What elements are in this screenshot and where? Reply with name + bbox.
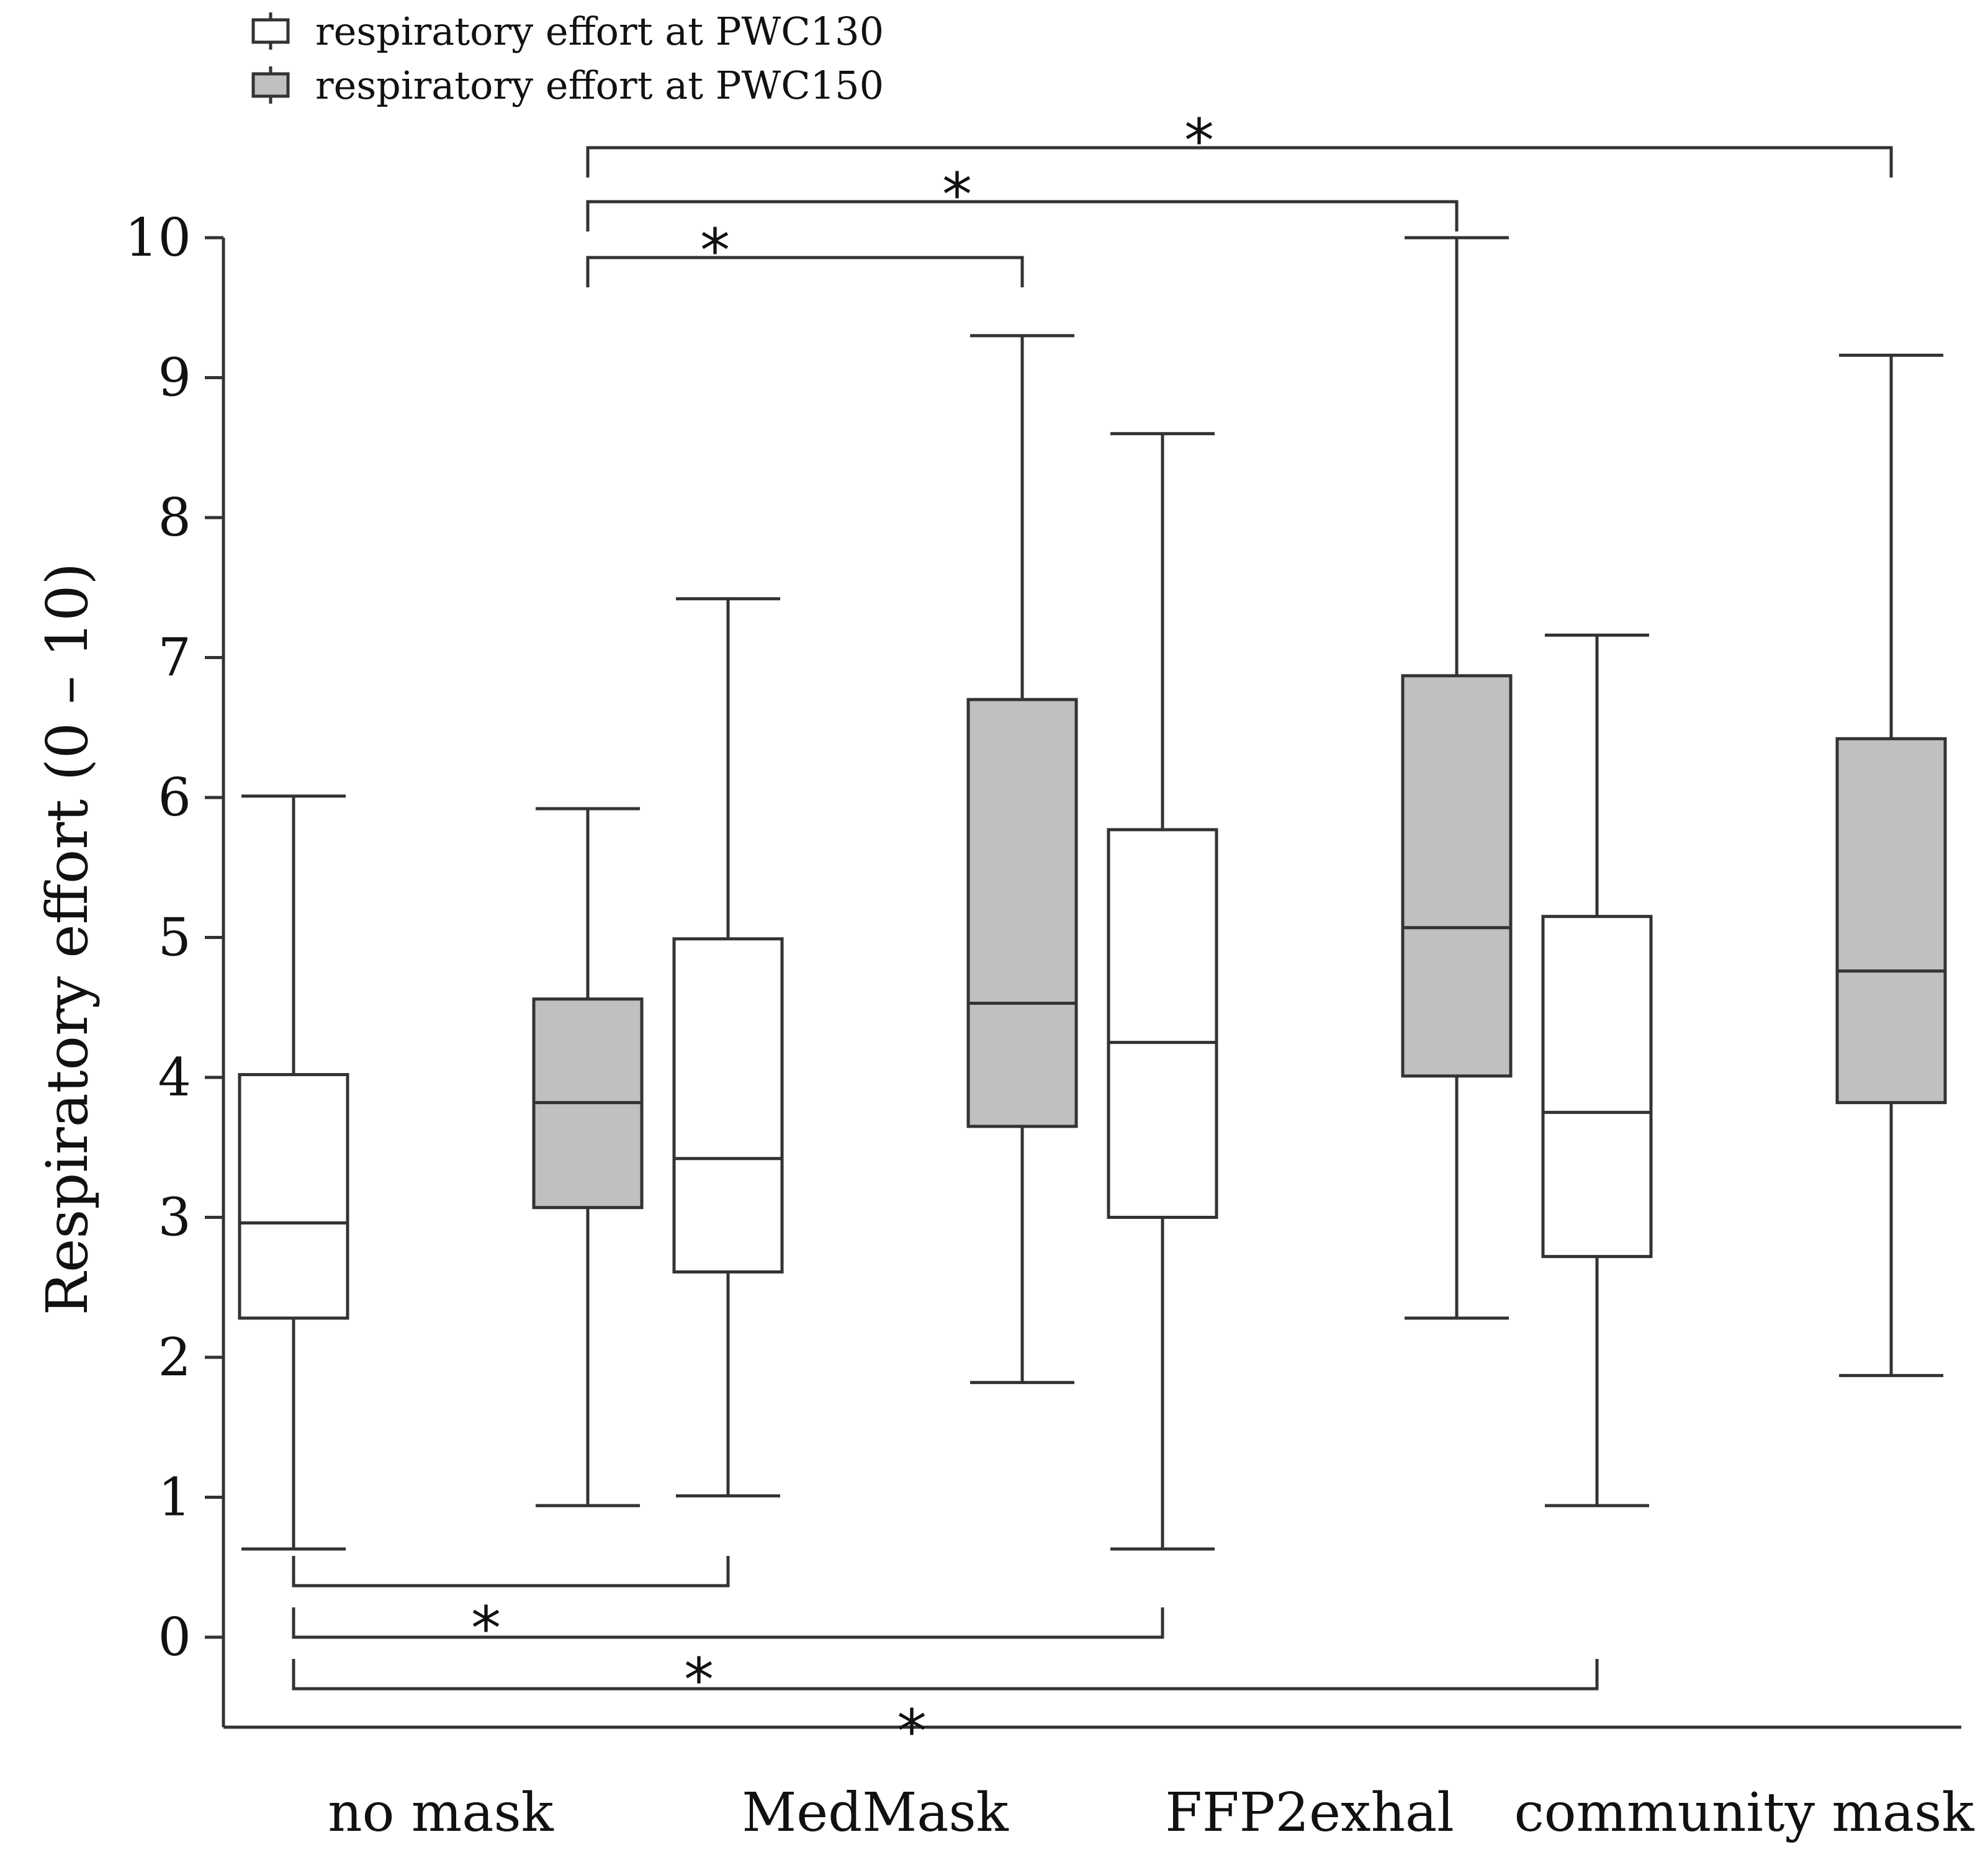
box-ffp2exhal-pwc130: [1107, 432, 1218, 1551]
significance-star: *: [471, 1594, 501, 1663]
legend-item-pwc130: respiratory effort at PWC130: [251, 9, 884, 54]
legend-label: respiratory effort at PWC130: [315, 9, 884, 54]
x-tick-label-no-mask: no mask: [328, 1782, 554, 1844]
iqr-box: [1835, 737, 1947, 1105]
y-tick-label-5: 5: [158, 907, 191, 968]
bracket-line: [292, 1607, 1164, 1639]
bracket-top-no-mask-community-mask: *: [586, 106, 1893, 177]
bracket-line: [292, 1556, 730, 1588]
bracket-bottom-no-mask-medmask: *: [292, 1556, 730, 1663]
bracket-line: [586, 256, 1024, 287]
bracket-line: [292, 1659, 1599, 1691]
x-tick-label-ffp2exhal: FFP2exhal: [1165, 1782, 1454, 1844]
y-tick-label-1: 1: [158, 1467, 191, 1528]
significance-star: *: [700, 216, 730, 285]
y-tick-label-3: 3: [158, 1187, 191, 1248]
box-ffp2exhal-pwc150: [1401, 236, 1513, 1320]
legend: respiratory effort at PWC130 respiratory …: [251, 9, 884, 108]
significance-star: *: [1184, 106, 1214, 176]
box-medmask-pwc130: [672, 597, 784, 1498]
bracket-top-no-mask-medmask: *: [586, 216, 1024, 287]
bracket-bottom-no-mask-community-mask: *: [292, 1659, 1599, 1766]
y-tick-label-6: 6: [158, 767, 191, 828]
significance-star: *: [897, 1697, 927, 1766]
y-tick-label-8: 8: [158, 487, 191, 548]
y-tick-label-7: 7: [158, 627, 191, 688]
series-pwc130: [238, 432, 1653, 1551]
bracket-line: [586, 200, 1459, 231]
box-community-mask-pwc150: [1835, 353, 1947, 1377]
significance-star: *: [684, 1645, 714, 1715]
bracket-top-no-mask-ffp2exhal: *: [586, 160, 1459, 231]
iqr-box: [672, 937, 784, 1274]
bracket-bottom-no-mask-ffp2exhal: *: [292, 1607, 1164, 1715]
box-series: [238, 236, 1947, 1551]
y-tick-label-4: 4: [158, 1047, 191, 1108]
legend-swatch: [251, 72, 290, 98]
box-community-mask-pwc130: [1541, 633, 1653, 1507]
iqr-box: [238, 1072, 349, 1320]
y-axis-label: Respiratory effort (0 – 10): [34, 563, 101, 1316]
x-tick-label-community-mask: community mask: [1514, 1782, 1975, 1844]
significance-brackets-top: * * *: [586, 106, 1893, 287]
iqr-box: [966, 698, 1078, 1128]
box-medmask-pwc150: [966, 334, 1078, 1385]
iqr-box: [1107, 828, 1218, 1219]
legend-swatch: [251, 18, 290, 44]
y-tick-label-9: 9: [158, 348, 191, 408]
box-no-mask-pwc130: [238, 794, 349, 1551]
box-no-mask-pwc150: [532, 807, 644, 1507]
iqr-box: [1541, 915, 1653, 1259]
legend-item-pwc150: respiratory effort at PWC150: [251, 63, 884, 108]
y-tick-label-2: 2: [158, 1327, 191, 1388]
y-tick-label-10: 10: [125, 207, 191, 268]
axes: 0 1 2 3 4 5 6 7 8 9 10 no mask MedMask FFP2exhal commu…: [125, 207, 1974, 1844]
y-tick-label-0: 0: [158, 1607, 191, 1668]
series-pwc150: [532, 236, 1947, 1507]
significance-brackets-bottom: * * *: [292, 1556, 1599, 1766]
bracket-line: [586, 146, 1893, 177]
iqr-box: [1401, 674, 1513, 1078]
x-tick-label-medmask: MedMask: [742, 1782, 1009, 1844]
legend-label: respiratory effort at PWC150: [315, 63, 884, 108]
significance-star: *: [942, 160, 972, 230]
